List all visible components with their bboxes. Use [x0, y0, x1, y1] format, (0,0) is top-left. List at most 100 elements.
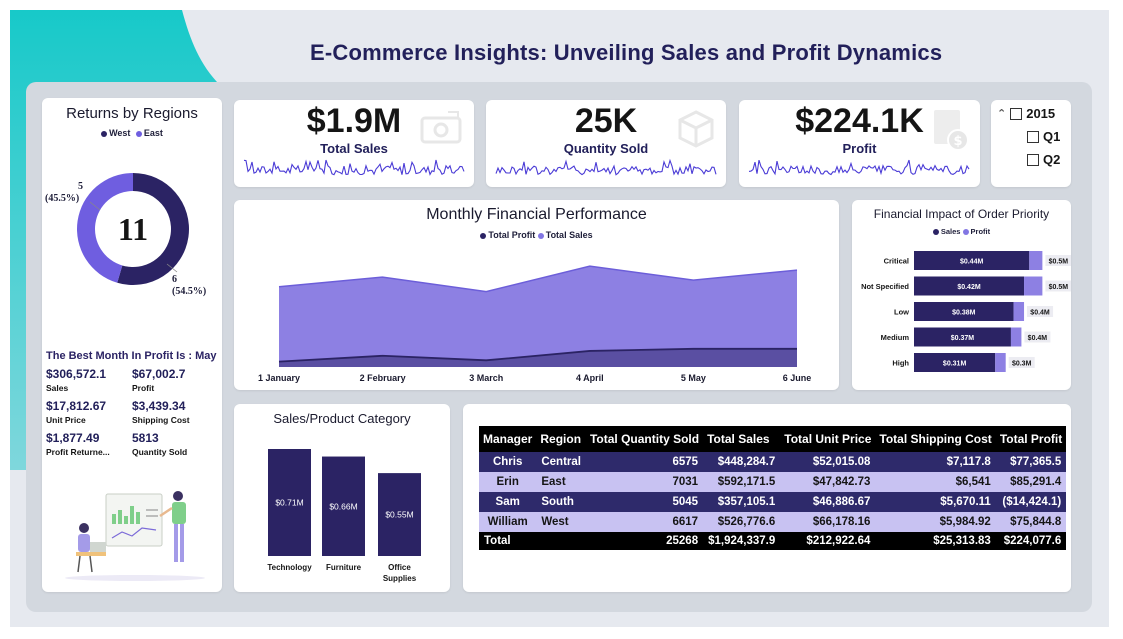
category-bar[interactable]	[268, 449, 311, 556]
q2-checkbox[interactable]	[1027, 153, 1039, 166]
total-label-bg	[1024, 331, 1051, 343]
returns-legend: West East	[42, 128, 222, 138]
kpi-profit-label: Profit	[842, 141, 877, 156]
bar-sales[interactable]	[914, 327, 1011, 347]
table-total-cell: $25,313.83	[875, 532, 996, 550]
kpi-quantity-sold[interactable]: 25K Quantity Sold	[486, 100, 726, 187]
page-title: E-Commerce Insights: Unveiling Sales and…	[310, 40, 943, 65]
table-cell: $46,886.67	[780, 492, 876, 512]
line-total-sales	[278, 265, 798, 293]
table-column-header[interactable]: Total Profit	[995, 426, 1067, 452]
svg-text:$: $	[953, 134, 962, 149]
table-total-cell: 25268	[585, 532, 704, 550]
legend-profit: Profit	[962, 227, 990, 236]
monthly-legend: Total Profit Total Sales	[234, 230, 839, 240]
stat-sales-value: $306,572.1	[46, 367, 107, 381]
slicer-q2-row[interactable]: Q2	[1027, 152, 1060, 167]
kpi-total-sales[interactable]: $1.9M Total Sales	[234, 100, 474, 187]
stat-sales-label: Sales	[46, 383, 69, 393]
bar-sales-label: $0.37M	[951, 335, 975, 342]
board: Returns by Regions West East 11 5 (45.5%…	[26, 82, 1092, 612]
table-cell: $6,541	[875, 472, 996, 492]
legend-total-profit: Total Profit	[480, 230, 535, 240]
x-tick-label: 2 February	[360, 373, 406, 383]
priority-category-label: Critical	[884, 257, 909, 266]
table-body: Chris Central 6575 $448,284.7 $52,015.08 $7,1…	[479, 452, 1067, 550]
bar-sales[interactable]	[914, 251, 1030, 270]
returns-panel: Returns by Regions West East 11 5 (45.5%…	[42, 98, 222, 592]
stat-profit-label: Profit	[132, 383, 155, 393]
table-cell: $7,117.8	[875, 452, 996, 472]
east-pct-label: (54.5%)	[172, 286, 207, 297]
donut-slice-west[interactable]	[77, 173, 133, 283]
category-bar[interactable]	[322, 456, 365, 556]
date-slicer: ⌃ 2015 Q1 Q2	[991, 100, 1071, 187]
category-bar[interactable]	[378, 473, 421, 556]
legend-west: West	[101, 128, 130, 138]
category-bar-label: $0.55M	[385, 510, 413, 520]
priority-category-label: Medium	[881, 333, 910, 342]
table-column-header[interactable]: Manager	[479, 426, 537, 452]
x-tick-label: 3 March	[469, 373, 503, 383]
manager-table: Manager Region Total Quantity Sold Total Sa…	[479, 426, 1067, 550]
bar-sales[interactable]	[914, 353, 996, 372]
table-column-header[interactable]: Total Unit Price	[780, 426, 876, 452]
category-bar-label: $0.71M	[275, 498, 303, 508]
west-count-label: 5	[78, 181, 83, 192]
kpi-sales-value: $1.9M	[306, 102, 402, 140]
table-cell: East	[536, 472, 586, 492]
bar-profit[interactable]	[1024, 276, 1043, 296]
slicer-q1-row[interactable]: Q1	[1027, 129, 1060, 144]
kpi-profit[interactable]: $ $224.1K Profit	[739, 100, 980, 187]
cash-icon	[420, 111, 462, 144]
area-total-profit[interactable]	[279, 348, 797, 367]
table-cell: $5,670.11	[875, 492, 996, 512]
best-month-heading: The Best Month In Profit Is : May	[46, 350, 217, 362]
bar-sales[interactable]	[914, 276, 1025, 296]
total-label-bg	[1045, 255, 1071, 266]
stat-quantity-value: 5813	[132, 431, 159, 445]
year-checkbox[interactable]	[1010, 107, 1023, 120]
table-column-header[interactable]: Total Shipping Cost	[875, 426, 996, 452]
table-cell: $75,844.8	[995, 512, 1067, 532]
q1-checkbox[interactable]	[1027, 130, 1039, 143]
bar-sales-label: $0.31M	[943, 361, 967, 368]
table-cell: West	[536, 512, 586, 532]
bar-profit[interactable]	[1013, 302, 1025, 321]
table-row[interactable]: Sam South 5045 $357,105.1 $46,886.67 $5,670.1…	[479, 492, 1067, 512]
bar-sales[interactable]	[914, 302, 1014, 321]
priority-bar-chart: Critical $0.44M $0.5M Not Specified $0.42M $0…	[861, 251, 1071, 372]
slicer-year-row[interactable]: ⌃ 2015	[997, 106, 1055, 121]
table-column-header[interactable]: Total Sales	[703, 426, 781, 452]
table-row[interactable]: Erin East 7031 $592,171.5 $47,842.73 $6,541 $8…	[479, 472, 1067, 492]
table-cell: Chris	[479, 452, 537, 472]
bar-profit[interactable]	[995, 353, 1006, 372]
table-column-header[interactable]: Region	[536, 426, 586, 452]
table-cell: Sam	[479, 492, 537, 512]
bar-profit[interactable]	[1010, 327, 1022, 347]
legend-east: East	[135, 128, 163, 138]
category-card: Sales/Product Category $0.71M Technology $…	[234, 404, 450, 592]
priority-category-label: High	[892, 359, 909, 368]
stat-quantity-label: Quantity Sold	[132, 447, 188, 457]
category-bar-chart: $0.71M Technology $0.66M Furniture $0.55M Off…	[267, 449, 421, 583]
bar-total-label: $0.4M	[1028, 335, 1048, 342]
slicer-q2-label: Q2	[1043, 152, 1061, 167]
area-total-sales[interactable]	[279, 266, 797, 367]
table-row[interactable]: Chris Central 6575 $448,284.7 $52,015.08 $7,1…	[479, 452, 1067, 472]
table-row[interactable]: William West 6617 $526,776.6 $66,178.16 $5,98…	[479, 512, 1067, 532]
analytics-illustration	[65, 491, 205, 581]
stat-profit-value: $67,002.7	[132, 367, 186, 381]
priority-title: Financial Impact of Order Priority	[873, 207, 1050, 221]
table-cell: 6575	[585, 452, 704, 472]
donut-slice-east[interactable]	[117, 173, 190, 285]
west-pct-label: (45.5%)	[45, 193, 80, 204]
bar-profit[interactable]	[1029, 251, 1043, 270]
collapse-chevron-icon[interactable]: ⌃	[997, 108, 1007, 120]
manager-table-card: Manager Region Total Quantity Sold Total Sa…	[463, 404, 1071, 592]
bar-total-label: $0.3M	[1012, 361, 1032, 368]
returns-title: Returns by Regions	[66, 105, 198, 122]
x-tick-label: 6 June	[783, 373, 812, 383]
stat-shipping-label: Shipping Cost	[132, 415, 190, 425]
table-column-header[interactable]: Total Quantity Sold	[585, 426, 704, 452]
